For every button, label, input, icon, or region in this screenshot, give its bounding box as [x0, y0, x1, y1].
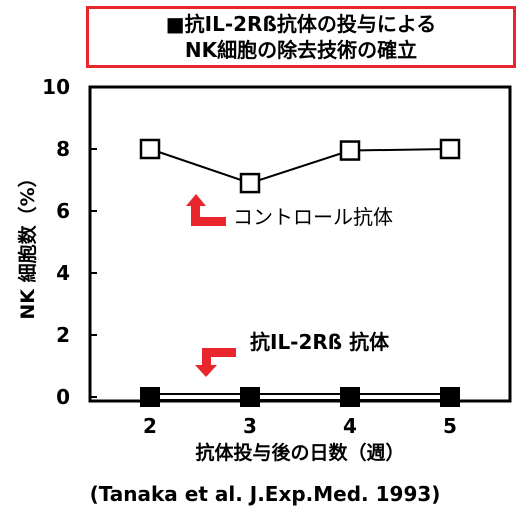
open-square-marker	[339, 140, 361, 161]
up-arrow-icon	[186, 194, 226, 226]
x-tick-label: 4	[343, 414, 357, 438]
y-axis-ticks: 0 2 4 6 8 10	[42, 75, 97, 409]
x-tick-label: 3	[243, 414, 257, 438]
title-line-2: NK細胞の除去技術の確立	[184, 38, 418, 62]
filled-square-marker	[440, 387, 460, 407]
open-square-marker	[439, 138, 461, 160]
series-layer	[139, 138, 461, 407]
series-label-control: コントロール抗体	[233, 205, 393, 229]
title-line-1: ■抗IL-2Rß抗体の投与による	[165, 12, 437, 36]
filled-square-marker	[140, 387, 160, 407]
filled-square-marker	[340, 387, 360, 407]
title-box: ■抗IL-2Rß抗体の投与による NK細胞の除去技術の確立	[86, 6, 516, 68]
y-tick-label: 0	[56, 385, 70, 409]
x-tick-label: 2	[143, 414, 157, 438]
citation: (Tanaka et al. J.Exp.Med. 1993)	[89, 482, 441, 506]
open-square-marker	[239, 172, 261, 194]
series-label-anti-il2r: 抗IL-2Rß 抗体	[250, 330, 390, 354]
open-square-marker	[139, 138, 161, 160]
x-tick-label: 5	[443, 414, 457, 438]
y-tick-label: 2	[56, 323, 70, 347]
filled-square-marker	[240, 387, 260, 407]
y-tick-label: 4	[56, 261, 70, 285]
y-tick-label: 8	[56, 137, 70, 161]
y-tick-label: 6	[56, 199, 70, 223]
x-axis-ticks: 2 3 4 5	[143, 414, 457, 438]
down-arrow-icon	[195, 348, 236, 377]
x-axis-label: 抗体投与後の日数（週）	[195, 441, 404, 464]
y-axis-label: NK 細胞数（%）	[16, 168, 39, 319]
series-line	[149, 148, 451, 185]
y-tick-label: 10	[42, 75, 70, 99]
